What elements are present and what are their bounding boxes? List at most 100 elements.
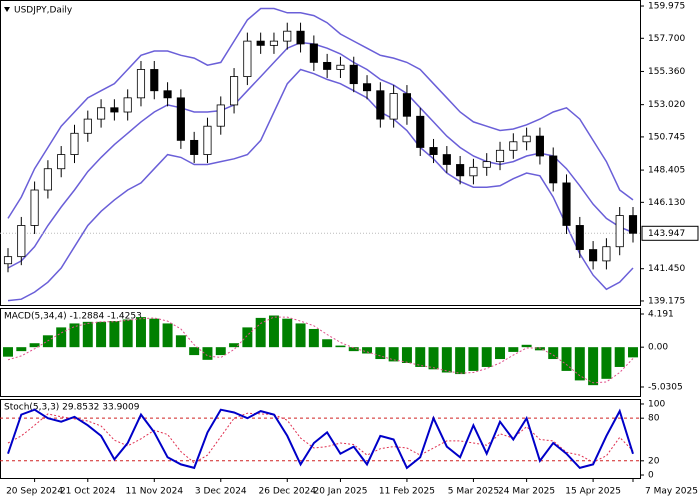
macd-bar: [96, 321, 107, 348]
candle-body: [323, 61, 332, 70]
candle-body: [589, 249, 598, 262]
macd-bar: [135, 317, 146, 348]
candle-body: [376, 90, 385, 120]
x-tick-label: 24 Mar 2025: [498, 487, 555, 497]
macd-bar: [322, 339, 333, 348]
candle-body: [150, 69, 159, 92]
candle-body: [30, 189, 39, 226]
candle-body: [469, 166, 478, 177]
candle-body: [269, 40, 279, 46]
candle-body: [230, 76, 239, 106]
y-tick-label: 159.975: [648, 2, 685, 12]
macd-bar: [242, 327, 253, 348]
macd-bar: [255, 317, 266, 348]
macd-bar: [3, 347, 13, 357]
candle-body: [70, 132, 79, 155]
x-tick-label: 20 Sep 2024: [6, 487, 63, 497]
macd-bar: [109, 321, 120, 348]
stoch-title: Stoch(5,3,3) 29.8532 33.9009: [4, 403, 140, 413]
macd-bar: [388, 347, 399, 362]
candle-body: [17, 225, 26, 258]
band-middle: [7, 41, 634, 269]
x-tick-label: 15 Apr 2025: [565, 487, 621, 497]
y-tick-label: 148.405: [648, 166, 685, 176]
macd-bar: [481, 347, 492, 367]
candle-body: [509, 141, 518, 151]
y-tick-label: 146.130: [648, 198, 685, 208]
macd-bar: [189, 347, 200, 356]
macd-bar: [69, 323, 80, 348]
candle-body: [495, 149, 505, 163]
candle-body: [456, 164, 465, 177]
candle-body: [535, 135, 544, 157]
macd-bar: [56, 327, 67, 348]
candle-body: [123, 97, 132, 113]
y-tick-label: 20: [648, 456, 660, 466]
y-tick-label: 80: [648, 414, 660, 424]
macd-bar: [335, 345, 346, 348]
macd-bar: [468, 347, 479, 371]
macd-bar: [82, 321, 93, 348]
macd-bar: [308, 328, 319, 348]
candle-body: [429, 147, 438, 155]
macd-bar: [122, 319, 133, 348]
candle-body: [43, 168, 52, 191]
macd-bar: [202, 347, 213, 360]
macd-bar: [295, 323, 306, 348]
candle-body: [349, 64, 358, 85]
macd-bar: [441, 347, 452, 373]
macd-bar: [268, 315, 279, 348]
band-lower: [7, 68, 634, 302]
macd-bar: [588, 347, 599, 386]
y-tick-label: 100: [648, 399, 665, 409]
x-tick-label: 26 Dec 2024: [259, 487, 317, 497]
macd-bar: [574, 347, 585, 381]
candle-body: [190, 139, 199, 155]
x-tick-label: 20 Jan 2025: [313, 487, 367, 497]
macd-signal: [7, 316, 634, 384]
candle-body: [416, 115, 425, 148]
macd-title: MACD(5,34,4) -1.2884 -1.4253: [4, 312, 142, 322]
x-tick-label: 7 May 2025: [645, 487, 698, 497]
y-tick-label: 141.450: [648, 264, 685, 274]
macd-bar: [16, 347, 27, 352]
stoch-panel: [0, 399, 641, 479]
candle-body: [256, 40, 265, 46]
macd-bar: [521, 344, 532, 348]
candle-body: [389, 93, 398, 120]
candle-body: [110, 107, 119, 113]
candle-body: [615, 215, 624, 248]
y-tick-label: 0.00: [648, 343, 668, 353]
macd-bar: [628, 347, 638, 358]
y-tick-label: 150.745: [648, 132, 685, 142]
y-tick-label: 139.175: [648, 296, 685, 306]
candle-body: [3, 256, 13, 265]
candle-body: [402, 93, 411, 117]
candle-body: [97, 107, 106, 120]
y-tick-label: 155.360: [648, 67, 685, 77]
candle-body: [549, 155, 558, 184]
macd-bar: [362, 347, 373, 354]
candle-body: [309, 43, 318, 63]
x-tick-label: 3 Dec 2024: [195, 487, 247, 497]
x-tick-label: 11 Nov 2024: [125, 487, 183, 497]
candle-body: [57, 154, 66, 170]
macd-bar: [614, 347, 625, 367]
candle-body: [283, 30, 292, 42]
x-tick-label: 21 Oct 2024: [60, 487, 116, 497]
candle-body: [176, 97, 185, 141]
candle-body: [83, 118, 92, 134]
macd-bar: [215, 347, 226, 356]
macd-bar: [282, 318, 293, 348]
candle-body: [136, 69, 146, 99]
candle-body: [163, 90, 172, 99]
candle-body: [522, 135, 531, 143]
macd-bar: [495, 347, 506, 360]
candle-body: [243, 40, 252, 77]
price-panel: [0, 0, 641, 306]
macd-bar: [508, 347, 519, 352]
macd-bar: [175, 335, 186, 348]
macd-bar: [401, 347, 412, 363]
macd-bar: [375, 347, 386, 360]
